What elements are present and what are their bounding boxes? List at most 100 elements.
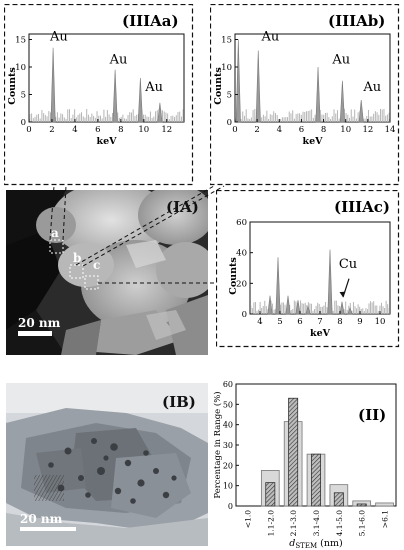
ytick-label-5: 5 — [227, 91, 232, 101]
peak-annotation-1: Au — [331, 53, 350, 68]
panel-II: 0 10 20 30 40 50 60 <1.0 1.1-2.0 2.1-3.0 3.1-4.0 4.… — [212, 380, 397, 550]
xtick-label-2: 2 — [49, 125, 54, 135]
histogram-II: 0 10 20 30 40 50 60 <1.0 1.1-2.0 2.1-3.0 3.1-4.0 4.… — [212, 380, 397, 550]
xtick-label-2: 2 — [254, 125, 259, 135]
spectrum-peak-2 — [285, 295, 291, 315]
xtick-label-14: 14 — [385, 125, 396, 135]
xtick-label-12: 12 — [161, 125, 172, 135]
bar-series2-5 — [356, 503, 367, 507]
hist-ytick-label-60: 60 — [223, 380, 233, 389]
xaxis-label: keV — [310, 328, 331, 339]
spectrum-peak-0 — [50, 47, 56, 123]
marker-box-c — [84, 275, 99, 290]
panel-IIIAb-label: (IIIAb) — [328, 12, 385, 30]
spectrum-peak-7 — [347, 306, 353, 315]
ytick-label-10: 10 — [15, 63, 26, 73]
xtick-label-7: 7 — [317, 317, 322, 327]
plot-frame — [249, 221, 391, 315]
xtick-label-10: 10 — [340, 125, 351, 135]
micrograph-IA-image: a b c (IA) 20 nm — [6, 190, 208, 355]
peak-annotation-2: Au — [362, 80, 381, 95]
bar-series2-3 — [311, 453, 321, 507]
spectrum-peak-3 — [295, 300, 301, 315]
micrograph-IA-label: (IA) — [166, 198, 199, 216]
bar-series1-6 — [375, 502, 394, 507]
scale-bar-IB — [20, 527, 76, 531]
bar-series2-1 — [265, 482, 276, 507]
scale-bar-IA — [18, 331, 52, 336]
micrograph-IB-label: (IB) — [162, 393, 196, 411]
spectrum-peak-5 — [327, 249, 333, 315]
lattice-fringes — [34, 475, 64, 501]
panel-IIIAb: (IIIAb) 0 5 10 15 0 2 4 6 8 10 12 14 keV Counts Au Au Au — [210, 4, 400, 186]
micrograph-IB-image: (IB) 20 nm — [6, 383, 208, 546]
spectrum-peak-4 — [358, 99, 364, 123]
cu-arrow-head — [339, 291, 346, 298]
spectrum-peak-2 — [315, 66, 321, 123]
spectrum-peak-3 — [157, 102, 163, 123]
marker-label-b: b — [73, 251, 81, 265]
ytick-label-0: 0 — [227, 118, 232, 128]
hist-xtick-label-3: 3.1-4.0 — [312, 510, 321, 537]
ytick-label-20: 20 — [236, 279, 247, 289]
marker-label-c: c — [93, 258, 100, 272]
xtick-label-0: 0 — [232, 125, 237, 135]
xtick-label-8: 8 — [321, 125, 326, 135]
spectrum-peak-3 — [339, 80, 345, 123]
ytick-label-5: 5 — [21, 91, 26, 101]
hist-ytick-label-20: 20 — [223, 461, 233, 470]
ytick-label-0: 0 — [21, 118, 26, 128]
xtick-label-10: 10 — [375, 317, 386, 327]
hist-yaxis-label: Percentage in Range (%) — [212, 391, 223, 498]
plot-frame — [234, 33, 391, 123]
spectrum-peak-4 — [305, 305, 311, 315]
panel-IIIAc-label: (IIIAc) — [334, 198, 390, 216]
panel-IIIAc-frame — [216, 190, 400, 348]
panel-IIIAc: (IIIAc) 0 20 40 60 4 5 6 7 8 9 10 keV Counts Cu — [216, 190, 400, 348]
xtick-label-8: 8 — [337, 317, 342, 327]
panel-IIIAa: (IIIAa) 0 5 10 15 0 2 4 6 8 10 12 keV Counts Au Au Au — [4, 4, 194, 186]
hist-ytick-label-0: 0 — [228, 502, 233, 511]
spectrum-peak-1 — [112, 69, 118, 123]
spectrum-IIIAa: 0 5 10 15 0 2 4 6 8 10 12 keV Counts Au Au Au — [7, 30, 185, 147]
ytick-label-10: 10 — [221, 63, 232, 73]
spectrum-peak-1 — [255, 50, 261, 123]
marker-box-a — [49, 239, 64, 254]
xtick-label-10: 10 — [138, 125, 149, 135]
spectrum-IIIAc: 0 20 40 60 4 5 6 7 8 9 10 keV Counts Cu — [228, 218, 391, 339]
bar-series2-4 — [333, 492, 344, 507]
marker-label-a: a — [51, 226, 59, 240]
spectrum-peak-6 — [339, 301, 345, 315]
histogram-II-label: (II) — [358, 406, 386, 424]
yaxis-label: Counts — [7, 67, 18, 104]
xtick-label-9: 9 — [357, 317, 362, 327]
xtick-label-8: 8 — [118, 125, 123, 135]
peak-annotation-0: Au — [49, 30, 68, 45]
hist-xaxis-label: dSTEM (nm) — [289, 538, 342, 550]
xtick-label-6: 6 — [299, 125, 304, 135]
scale-label-IA: 20 nm — [18, 316, 61, 330]
yaxis-label: Counts — [213, 67, 224, 104]
spectrum-peak-0 — [235, 39, 241, 123]
xtick-label-0: 0 — [26, 125, 31, 135]
ytick-label-40: 40 — [236, 249, 247, 259]
hist-ytick-label-30: 30 — [223, 441, 233, 450]
xtick-label-5: 5 — [277, 317, 282, 327]
hist-xtick-label-1: 1.1-2.0 — [266, 510, 275, 537]
ytick-label-0: 0 — [242, 310, 247, 320]
bar-series2-2 — [288, 397, 299, 507]
xtick-label-12: 12 — [362, 125, 373, 135]
spectrum-peak-2 — [137, 77, 143, 123]
hist-xtick-label-2: 2.1-3.0 — [289, 510, 298, 537]
xtick-label-6: 6 — [297, 317, 302, 327]
micrograph-IA: a b c (IA) 20 nm — [6, 190, 208, 355]
xaxis-label: keV — [303, 136, 324, 147]
scale-label-IB: 20 nm — [20, 512, 63, 526]
micrograph-IB: (IB) 20 nm — [6, 383, 208, 546]
xtick-label-4: 4 — [277, 125, 282, 135]
hist-xtick-label-4: 4.1-5.0 — [335, 510, 344, 537]
hist-ytick-label-50: 50 — [223, 400, 233, 409]
hist-xtick-label-6: >6.1 — [381, 510, 390, 528]
xtick-label-4: 4 — [72, 125, 77, 135]
spectrum-peak-0 — [267, 295, 273, 315]
